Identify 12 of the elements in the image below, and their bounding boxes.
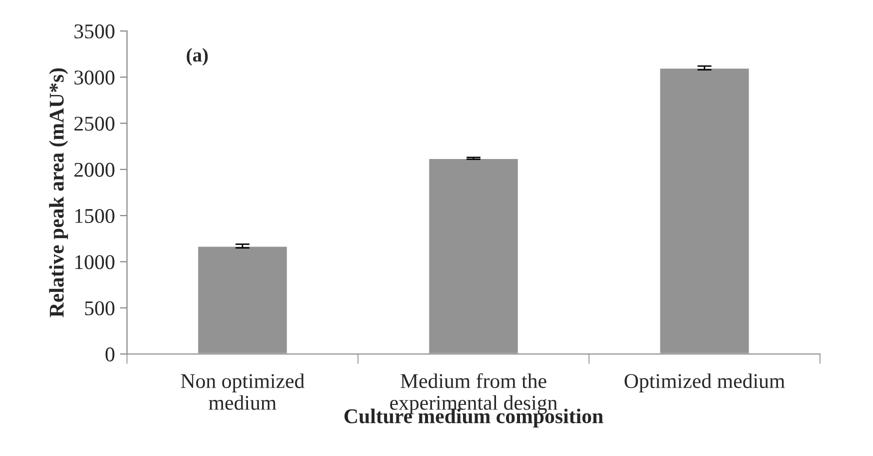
x-tick-label: Non optimized medium	[180, 373, 304, 410]
x-tick-label: Optimized medium	[624, 373, 785, 392]
y-tick-label: 0	[106, 347, 114, 362]
y-tick-label: 2000	[74, 162, 114, 177]
y-tick-label: 1500	[75, 208, 114, 224]
y-axis-title: Relative peak area (mAU*s)	[49, 68, 68, 318]
y-tick-label: 500	[85, 301, 114, 316]
y-tick-label: 2500	[74, 116, 114, 131]
annotation: (a)	[186, 48, 208, 66]
y-tick-label: 1000	[75, 255, 114, 270]
y-tick-label: 3000	[74, 70, 114, 85]
y-tick-label: 3500	[74, 24, 114, 38]
